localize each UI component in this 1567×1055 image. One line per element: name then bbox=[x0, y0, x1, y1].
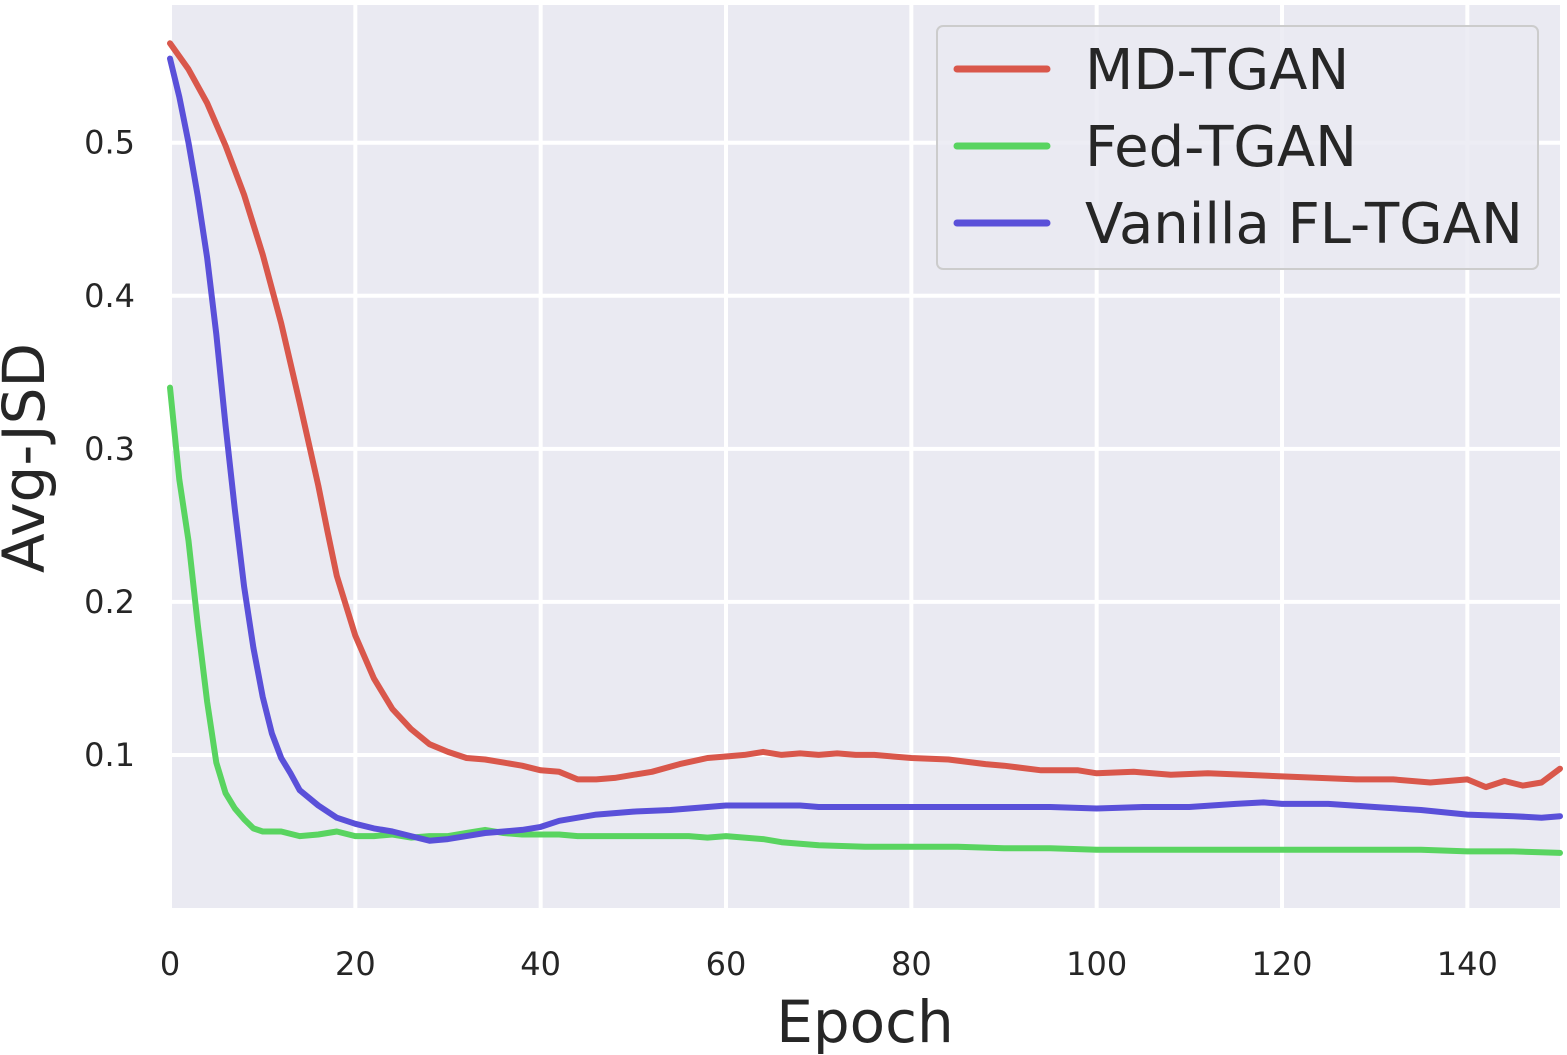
x-tick-label: 60 bbox=[706, 945, 747, 983]
y-tick-label: 0.4 bbox=[84, 277, 135, 315]
x-axis-label: Epoch bbox=[776, 988, 954, 1055]
x-tick-label: 140 bbox=[1437, 945, 1498, 983]
x-tick-label: 80 bbox=[891, 945, 932, 983]
x-tick-labels: 0 20 40 60 80 100 120 140 bbox=[160, 945, 1498, 983]
y-tick-label: 0.1 bbox=[84, 736, 135, 774]
series-line-md-tgan bbox=[167, 40, 1563, 791]
x-tick-label: 0 bbox=[160, 945, 180, 983]
y-tick-label: 0.5 bbox=[84, 124, 135, 162]
x-tick-label: 100 bbox=[1066, 945, 1127, 983]
y-tick-label: 0.2 bbox=[84, 583, 135, 621]
legend-label-md-tgan: MD-TGAN bbox=[1085, 38, 1349, 103]
y-tick-labels: 0.1 0.2 0.3 0.4 0.5 bbox=[84, 124, 135, 774]
legend-box bbox=[936, 25, 1539, 270]
series-lines bbox=[167, 40, 1563, 856]
legend-label-vanilla-fl-tgan: Vanilla FL-TGAN bbox=[1085, 192, 1523, 257]
y-axis-label: Avg-JSD bbox=[0, 343, 58, 573]
y-tick-label: 0.3 bbox=[84, 430, 135, 468]
x-tick-label: 120 bbox=[1251, 945, 1312, 983]
series-line-vanilla-fl-tgan bbox=[167, 55, 1563, 844]
x-tick-label: 20 bbox=[335, 945, 376, 983]
legend: MD-TGAN Fed-TGAN Vanilla FL-TGAN bbox=[936, 25, 1539, 270]
series-line-fed-tgan bbox=[167, 384, 1563, 856]
legend-label-fed-tgan: Fed-TGAN bbox=[1085, 115, 1357, 180]
x-tick-label: 40 bbox=[520, 945, 561, 983]
